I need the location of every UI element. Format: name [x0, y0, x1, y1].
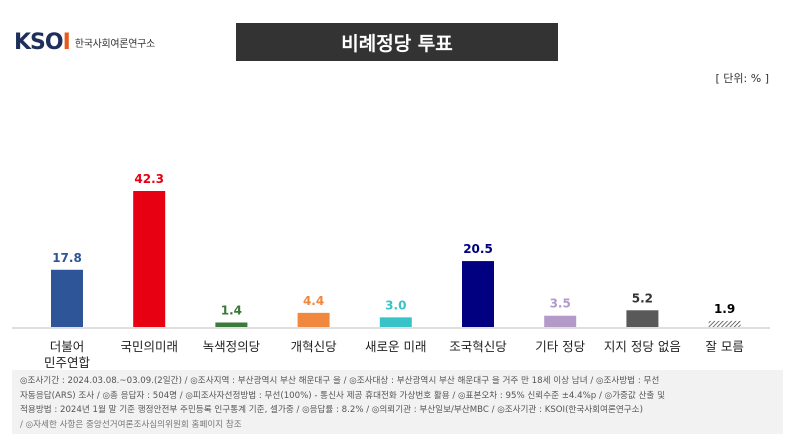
footnote-line: 적용방법 : 2024년 1월 말 기준 행정안전부 주민등록 인구통계 기준,…: [20, 405, 643, 415]
logo-mark: KSOI: [14, 30, 71, 55]
bar: [626, 310, 659, 327]
bar-value-label: 3.0: [385, 298, 406, 312]
bar: [544, 315, 577, 327]
chart-title: 비례정당 투표: [236, 23, 558, 61]
footnote-line: / ◎자세한 사항은 중앙선거여론조사심의위원회 홈페이지 참조: [20, 419, 242, 430]
ksoi-logo: KSOI 한국사회여론연구소: [14, 30, 155, 55]
bar-value-label: 42.3: [134, 172, 164, 186]
category-label: 더불어: [50, 339, 85, 354]
category-label: 개혁신당: [291, 339, 338, 354]
category-label: 잘 모름: [705, 339, 743, 354]
category-label: 기타 정당: [535, 339, 585, 354]
category-label: 지지 정당 없음: [604, 339, 681, 354]
bar-value-label: 3.5: [550, 297, 571, 311]
category-label: 민주연합: [44, 355, 91, 370]
bar: [462, 261, 494, 327]
category-label: 조국혁신당: [449, 339, 507, 354]
bar: [297, 312, 330, 327]
bar-value-label: 1.9: [714, 302, 735, 316]
category-label: 녹색정의당: [203, 339, 261, 354]
bar-value-label: 17.8: [52, 251, 82, 265]
bar: [708, 320, 741, 327]
bar: [215, 322, 248, 327]
survey-footnote: ◎조사기간 : 2024.03.08.~03.09.(2일간) / ◎조사지역 …: [12, 370, 783, 434]
bar-value-label: 4.4: [303, 294, 324, 308]
category-label: 새로운 미래: [365, 339, 426, 354]
category-label: 국민의미래: [120, 339, 178, 354]
unit-label: [ 단위: % ]: [715, 72, 769, 85]
footnote-line: 자동응답(ARS) 조사 / ◎총 응답자 : 504명 / ◎피조사자선정방법…: [20, 390, 665, 401]
bar-value-label: 5.2: [632, 291, 653, 305]
bar: [133, 191, 166, 327]
bar: [51, 269, 83, 327]
footnote-line: ◎조사기간 : 2024.03.08.~03.09.(2일간) / ◎조사지역 …: [20, 376, 660, 386]
bar-value-label: 1.4: [221, 303, 242, 317]
bar-value-label: 20.5: [463, 242, 493, 256]
bar: [379, 317, 412, 327]
logo-text: 한국사회여론연구소: [74, 39, 155, 50]
